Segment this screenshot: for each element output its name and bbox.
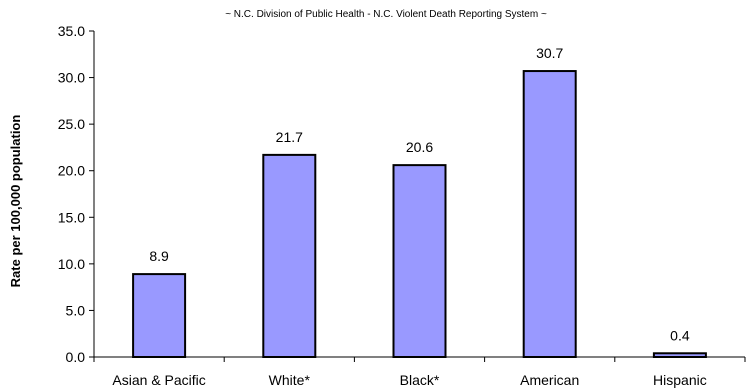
bar bbox=[392, 164, 447, 358]
x-category-label: White* bbox=[269, 372, 311, 388]
bar bbox=[262, 153, 317, 358]
chart-subtitle: ~ N.C. Division of Public Health - N.C. … bbox=[225, 9, 547, 20]
x-category-label: Hispanic bbox=[653, 372, 707, 388]
y-tick-label: 10.0 bbox=[58, 256, 85, 272]
y-axis-label: Rate per 100,000 population bbox=[8, 115, 23, 288]
data-label: 8.9 bbox=[149, 248, 169, 264]
x-category-label: American bbox=[520, 372, 579, 388]
data-label: 21.7 bbox=[276, 129, 303, 145]
x-category-label: Asian & Pacific bbox=[112, 372, 205, 388]
data-label: 30.7 bbox=[536, 45, 563, 61]
bar bbox=[652, 352, 707, 359]
y-tick-label: 0.0 bbox=[66, 349, 86, 365]
x-category-label: Black* bbox=[400, 372, 440, 388]
y-tick-label: 35.0 bbox=[58, 23, 85, 39]
y-tick-label: 30.0 bbox=[58, 70, 85, 86]
y-tick-label: 5.0 bbox=[66, 302, 86, 318]
y-tick-label: 25.0 bbox=[58, 116, 85, 132]
y-tick-label: 20.0 bbox=[58, 163, 85, 179]
bar bbox=[132, 273, 187, 358]
data-label: 20.6 bbox=[406, 139, 433, 155]
data-label: 0.4 bbox=[670, 327, 690, 343]
bar bbox=[522, 70, 577, 359]
plot-area: 0.0 5.0 10.0 15.0 20.0 25.0 30.0 35.0 8.9 Asian &… bbox=[58, 23, 746, 388]
y-tick-label: 15.0 bbox=[58, 209, 85, 225]
